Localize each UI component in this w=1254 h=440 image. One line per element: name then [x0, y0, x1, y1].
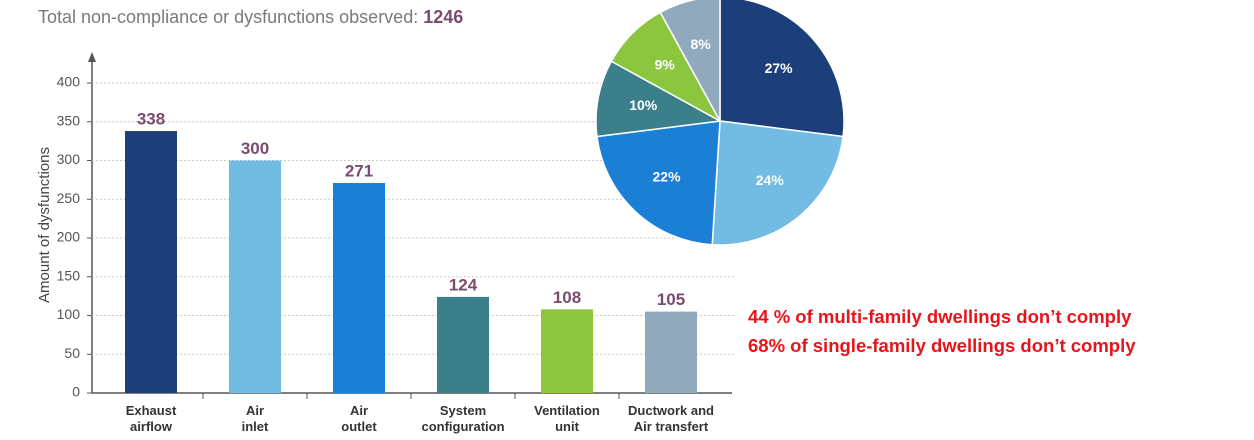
value-label: 105 — [657, 290, 685, 309]
y-tick-label: 100 — [57, 306, 81, 322]
pie-label: 27% — [765, 60, 794, 76]
x-tick-label: Ventilation unit — [534, 403, 600, 434]
pie-label: 8% — [690, 36, 711, 52]
value-label: 300 — [241, 139, 269, 158]
pie-label: 24% — [756, 172, 785, 188]
x-tick-label: System configuration — [421, 403, 505, 434]
pie-slice — [719, 0, 845, 138]
bar — [645, 311, 697, 393]
pie-label: 9% — [655, 56, 676, 72]
y-tick-label: 200 — [57, 229, 81, 245]
bar — [541, 309, 593, 393]
y-axis-arrow — [88, 52, 96, 62]
y-tick-label: 300 — [57, 151, 81, 167]
x-tick-label: Air inlet — [241, 403, 269, 434]
y-tick-label: 0 — [72, 384, 80, 400]
value-label: 108 — [553, 288, 581, 307]
pie-label: 10% — [629, 97, 658, 113]
y-tick-label: 250 — [57, 190, 81, 206]
pie-slice — [711, 120, 844, 246]
pie-slice — [659, 0, 721, 122]
x-tick-label: Ductwork and Air transfert — [628, 403, 714, 434]
value-label: 124 — [449, 275, 478, 294]
pie-slice — [595, 60, 723, 138]
x-tick-label: Exhaust airflow — [125, 403, 177, 434]
x-tick-label: Air outlet — [341, 403, 377, 434]
y-tick-label: 150 — [57, 267, 81, 283]
annotation: 44 % of multi-family dwellings don’t com… — [748, 306, 1132, 327]
chart-title: Total non-compliance or dysfunctions obs… — [38, 7, 463, 27]
y-tick-label: 350 — [57, 112, 81, 128]
pie-slice — [596, 120, 721, 246]
annotation: 68% of single-family dwellings don’t com… — [748, 335, 1136, 356]
bar — [229, 160, 281, 393]
bar — [333, 182, 385, 393]
y-axis-label: Amount of dysfunctions — [36, 147, 53, 303]
value-label: 338 — [137, 110, 165, 129]
title-total: 1246 — [423, 7, 463, 27]
title-text: Total non-compliance or dysfunctions obs… — [38, 7, 418, 27]
bar — [437, 296, 489, 393]
pie-label: 22% — [653, 169, 682, 185]
value-label: 271 — [345, 161, 373, 180]
y-tick-label: 400 — [57, 74, 81, 90]
bar — [125, 131, 177, 394]
y-tick-label: 50 — [64, 345, 80, 361]
